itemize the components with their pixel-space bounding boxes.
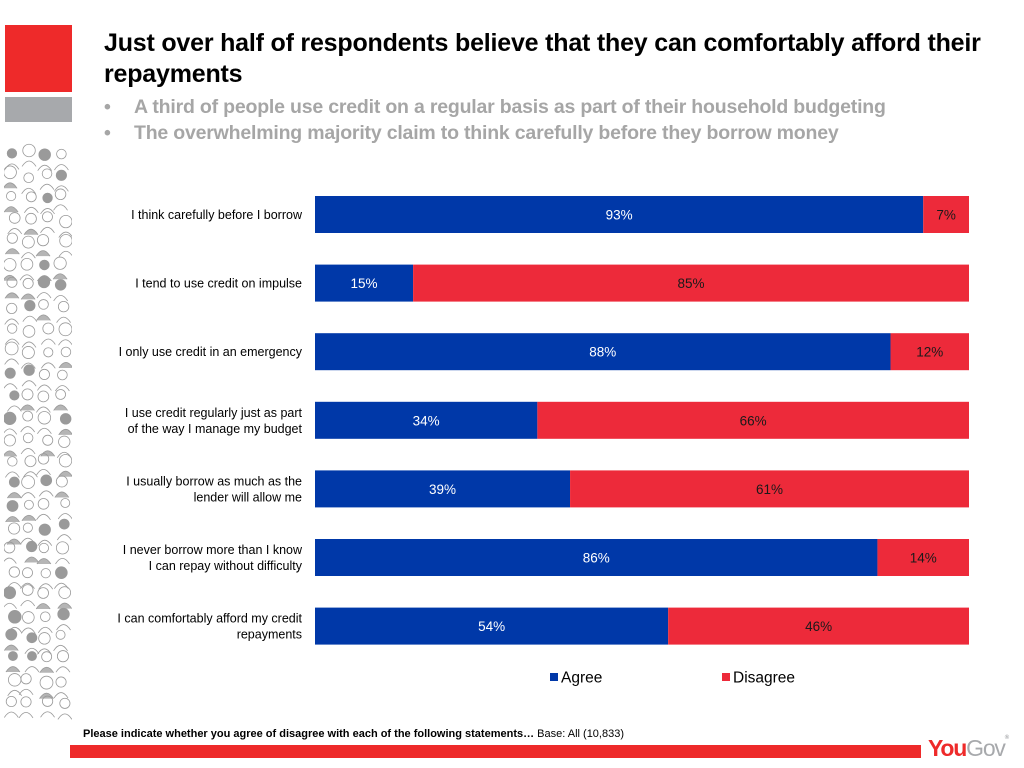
value-label-disagree: 14% xyxy=(910,551,937,566)
bar-segment-agree xyxy=(315,401,538,439)
bar-segment-disagree xyxy=(877,539,969,576)
bar-segment-agree xyxy=(315,333,891,371)
bullet-icon: • xyxy=(104,96,111,118)
bar-segment-agree xyxy=(315,539,878,576)
logo-registered-mark: ® xyxy=(1004,735,1010,741)
value-label-disagree: 61% xyxy=(756,482,783,497)
category-label-line: I can repay without difficulty xyxy=(149,559,303,573)
category-label-line: I usually borrow as much as the xyxy=(126,474,302,488)
bars-group: I think carefully before I borrow 93% 7% I … xyxy=(117,196,970,645)
value-label-agree: 93% xyxy=(606,208,633,223)
legend-swatch-disagree xyxy=(722,673,730,681)
category-label-line: I tend to use credit on impulse xyxy=(135,277,302,291)
bar-segment-agree xyxy=(315,607,669,645)
footnote-question: Please indicate whether you agree of dis… xyxy=(83,728,535,740)
category-label-line: I use credit regularly just as part xyxy=(125,406,303,420)
category-label: I only use credit in an emergency xyxy=(119,345,303,359)
logo-gov: Gov xyxy=(966,735,1006,761)
subtitle-bullet: • A third of people use credit on a regul… xyxy=(104,94,1004,120)
value-label-agree: 15% xyxy=(351,276,378,291)
value-label-agree: 54% xyxy=(478,619,505,634)
value-label-disagree: 7% xyxy=(936,208,956,223)
brand-grey-bar xyxy=(5,97,72,122)
bar-segment-disagree xyxy=(890,333,969,371)
legend-swatch-agree xyxy=(550,673,558,681)
logo-you: You xyxy=(928,735,967,761)
category-label-line: of the way I manage my budget xyxy=(128,422,303,436)
bar-segment-disagree xyxy=(537,401,969,439)
bullet-icon: • xyxy=(104,122,111,144)
stacked-bar-chart: I think carefully before I borrow 93% 7% I … xyxy=(117,196,970,687)
value-label-agree: 86% xyxy=(583,551,610,566)
bar-segment-disagree xyxy=(923,196,969,233)
footer-red-bar xyxy=(70,745,921,758)
category-label-line: repayments xyxy=(237,628,302,642)
legend-label-disagree: Disagree xyxy=(733,670,795,687)
value-label-agree: 34% xyxy=(413,413,440,428)
subtitle-bullets: • A third of people use credit on a regul… xyxy=(104,94,1004,146)
subtitle-bullet-text: The overwhelming majority claim to think… xyxy=(134,122,839,144)
category-label-line: I never borrow more than I know xyxy=(123,543,303,557)
category-label-line: I think carefully before I borrow xyxy=(131,208,303,222)
value-label-disagree: 66% xyxy=(740,413,767,428)
value-label-disagree: 46% xyxy=(805,619,832,634)
crowd-illustration xyxy=(4,143,72,720)
bar-segment-disagree xyxy=(570,470,969,508)
subtitle-bullet: • The overwhelming majority claim to thin… xyxy=(104,120,1004,146)
legend: Agree Disagree xyxy=(550,670,795,687)
category-label: I never borrow more than I know I can rep… xyxy=(123,543,303,573)
category-label-line: I only use credit in an emergency xyxy=(119,345,303,359)
value-label-disagree: 85% xyxy=(678,276,705,291)
value-label-disagree: 12% xyxy=(916,345,943,360)
category-label: I can comfortably afford my credit repaym… xyxy=(117,612,302,642)
legend-label-agree: Agree xyxy=(561,670,602,687)
bar-segment-agree xyxy=(315,264,414,302)
bar-segment-agree xyxy=(315,470,571,508)
category-label: I use credit regularly just as part of th… xyxy=(125,406,303,436)
category-label: I usually borrow as much as the lender wi… xyxy=(126,474,302,504)
bar-segment-agree xyxy=(315,196,924,233)
value-label-agree: 88% xyxy=(589,345,616,360)
footnote-base: Base: All (10,833) xyxy=(537,728,625,740)
bar-segment-disagree xyxy=(668,607,969,645)
category-label: I think carefully before I borrow xyxy=(131,208,303,222)
yougov-logo: YouGov® xyxy=(928,735,1009,762)
category-label-line: lender will allow me xyxy=(194,490,302,504)
footnote: Please indicate whether you agree of dis… xyxy=(83,728,624,740)
slide-title: Just over half of respondents believe th… xyxy=(104,29,981,88)
value-label-agree: 39% xyxy=(429,482,456,497)
category-label: I tend to use credit on impulse xyxy=(135,277,302,291)
bar-segment-disagree xyxy=(413,264,970,302)
category-label-line: I can comfortably afford my credit xyxy=(117,612,302,626)
subtitle-bullet-text: A third of people use credit on a regula… xyxy=(134,96,886,118)
brand-red-square xyxy=(5,25,72,92)
